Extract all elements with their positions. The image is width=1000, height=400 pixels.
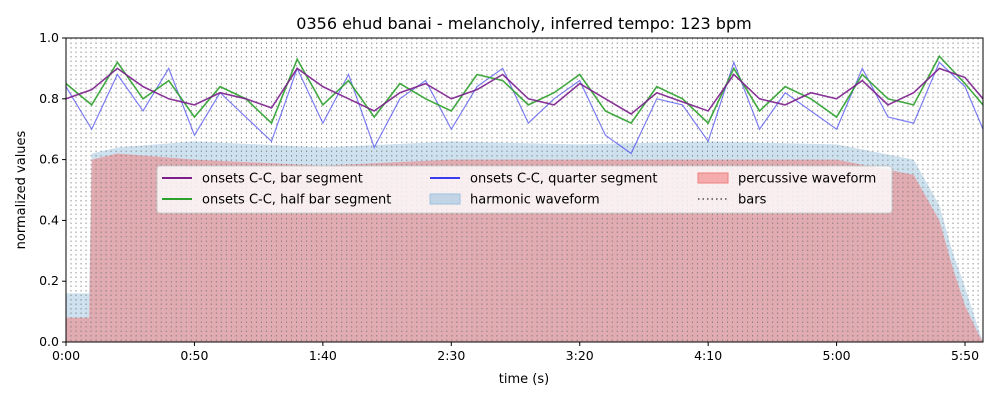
y-tick-label: 0.4 <box>39 212 59 227</box>
x-tick-label: 0:50 <box>180 348 208 363</box>
legend-label: harmonic waveform <box>470 193 600 208</box>
y-tick-label: 1.0 <box>39 30 59 45</box>
chart-title: 0356 ehud banai - melancholy, inferred t… <box>296 14 751 33</box>
y-axis-label: normalized values <box>14 130 29 249</box>
plot-frame <box>65 37 984 343</box>
series-line-half-bar <box>65 54 984 125</box>
bar-lines <box>65 38 979 342</box>
legend-label: bars <box>738 193 767 208</box>
legend-swatch <box>429 193 461 205</box>
series-line-quarter <box>65 60 984 155</box>
legend-label: onsets C-C, bar segment <box>202 172 363 187</box>
series-line-bar <box>65 67 984 115</box>
x-tick-label: 0:00 <box>52 348 80 363</box>
legend-label: onsets C-C, half bar segment <box>202 193 391 208</box>
legend-label: onsets C-C, quarter segment <box>470 172 657 187</box>
y-tick-label: 0.6 <box>39 152 59 167</box>
x-tick-label: 5:00 <box>823 348 851 363</box>
legend: onsets C-C, bar segment onsets C-C, half … <box>156 165 893 214</box>
x-tick-label: 1:40 <box>309 348 337 363</box>
x-axis-label: time (s) <box>499 372 549 387</box>
x-tick-label: 5:50 <box>951 348 979 363</box>
legend-label: percussive waveform <box>738 172 876 187</box>
y-tick-label: 0.2 <box>39 273 59 288</box>
x-axis: 0:00 0:50 1:40 2:30 3:20 4:10 5:00 5:50 <box>52 342 979 363</box>
y-axis: 0.0 0.2 0.4 0.6 0.8 1.0 <box>39 30 66 349</box>
y-tick-label: 0.8 <box>39 91 59 106</box>
x-tick-label: 4:10 <box>694 348 722 363</box>
legend-swatch <box>697 172 729 184</box>
x-tick-label: 3:20 <box>566 348 594 363</box>
y-tick-label: 0.0 <box>39 334 59 349</box>
x-tick-label: 2:30 <box>437 348 465 363</box>
